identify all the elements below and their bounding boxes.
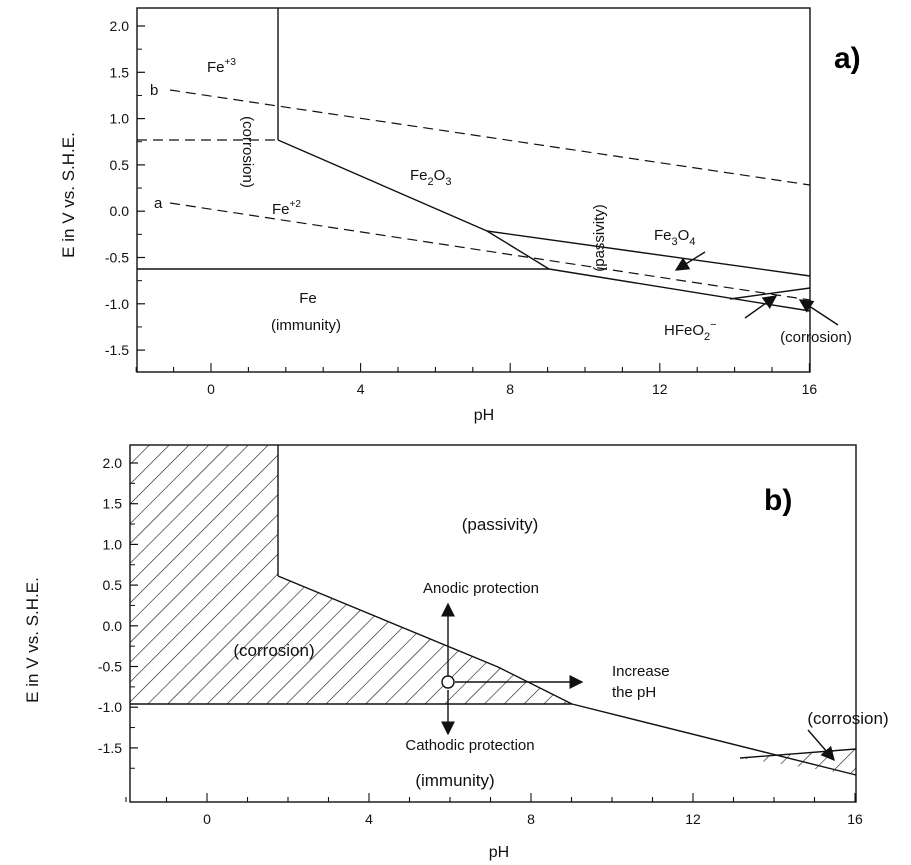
x-tick-label: 12 <box>652 381 668 397</box>
increase-ph-label-1: Increase <box>612 663 670 680</box>
line-b-label: b <box>150 82 158 99</box>
b-passivity-boundary <box>277 575 573 705</box>
x-tick-label: 12 <box>685 811 701 827</box>
panel-b-xlabel: pH <box>489 844 509 861</box>
x-tick-label: 4 <box>365 811 373 827</box>
water-line-a <box>169 202 811 301</box>
immunity-label-b: (immunity) <box>415 771 494 790</box>
cathodic-protection-label: Cathodic protection <box>405 737 534 754</box>
passivity-rotated-label: (passivity) <box>591 204 608 272</box>
b-lower-boundary <box>571 703 857 776</box>
y-tick-label: 2.0 <box>103 455 123 471</box>
panel-a-frame <box>136 7 811 373</box>
line-a-label: a <box>154 195 163 212</box>
y-tick-label: -1.5 <box>105 342 129 358</box>
y-tick-label: -0.5 <box>105 250 129 266</box>
y-tick-label: 0.5 <box>110 157 130 173</box>
panel-b-frame <box>129 444 857 803</box>
y-tick-label: -1.0 <box>98 699 122 715</box>
x-tick-label: 0 <box>207 381 215 397</box>
panel-b-y-ticks: 2.0 1.5 1.0 0.5 0.0 -0.5 -1.0 -1.5 <box>98 455 138 769</box>
panel-a-xlabel: pH <box>474 407 494 424</box>
y-tick-label: 1.0 <box>110 111 130 127</box>
anodic-protection-label: Anodic protection <box>423 580 539 597</box>
corrosion-vertical-label: (corrosion) <box>239 116 256 188</box>
fe3o4-arrow <box>674 251 706 271</box>
y-tick-label: 0.5 <box>103 577 123 593</box>
panel-b-x-ticks: 0 4 8 12 16 <box>125 793 863 827</box>
panel-b-tag: b) <box>764 484 792 517</box>
hfeo2-boundary <box>729 287 811 300</box>
fe2-fe2o3-boundary <box>277 139 550 270</box>
y-tick-label: 2.0 <box>110 18 130 34</box>
y-tick-label: -0.5 <box>98 659 122 675</box>
passivity-label-b: (passivity) <box>462 515 539 534</box>
operating-point-marker <box>441 675 455 689</box>
corrosion-arrow-a <box>798 299 839 326</box>
x-tick-label: 4 <box>357 381 365 397</box>
hfeo2-label: HFeO2− <box>664 319 717 343</box>
panel-a-y-ticks: 2.0 1.5 1.0 0.5 0.0 -0.5 -1.0 -1.5 <box>105 18 145 358</box>
fe2o3-fe3o4-boundary <box>486 230 811 277</box>
panel-a-x-ticks: 0 4 8 12 16 <box>135 363 818 397</box>
x-tick-label: 8 <box>527 811 535 827</box>
corrosion-hatch-left <box>130 445 572 704</box>
panel-a-tag: a) <box>834 42 861 75</box>
x-tick-label: 16 <box>802 381 818 397</box>
fe2o3-label: Fe2O3 <box>410 167 451 188</box>
hfeo2-arrow <box>744 295 778 319</box>
b-right-corrosion-boundary <box>739 748 857 759</box>
fe3-label: Fe+3 <box>207 57 236 76</box>
y-tick-label: -1.5 <box>98 740 122 756</box>
fe2-label: Fe+2 <box>272 199 301 218</box>
y-tick-label: 0.0 <box>110 203 130 219</box>
fe-label: Fe <box>299 290 317 307</box>
panel-a: E in V vs. S.H.E. pH a) 2.0 1.5 1.0 0.5 0.0 -… <box>59 7 861 424</box>
corrosion-right-label-a: (corrosion) <box>780 329 852 346</box>
y-tick-label: 1.5 <box>103 496 123 512</box>
y-tick-label: -1.0 <box>105 296 129 312</box>
y-tick-label: 1.0 <box>103 536 123 552</box>
panel-a-ylabel: E in V vs. S.H.E. <box>59 132 78 258</box>
corrosion-right-label-b: (corrosion) <box>807 709 888 728</box>
x-tick-label: 8 <box>506 381 514 397</box>
corrosion-left-label-b: (corrosion) <box>233 641 314 660</box>
y-tick-label: 0.0 <box>103 618 123 634</box>
water-line-b <box>169 89 811 186</box>
x-tick-label: 16 <box>847 811 863 827</box>
increase-ph-label-2: the pH <box>612 684 656 701</box>
y-tick-label: 1.5 <box>110 64 130 80</box>
panel-b-ylabel: E in V vs. S.H.E. <box>23 577 42 703</box>
panel-b: E in V vs. S.H.E. pH b) 2.0 1.5 1.0 0.5 0.0 -… <box>23 444 889 861</box>
x-tick-label: 0 <box>203 811 211 827</box>
corrosion-arrow-b <box>807 729 835 762</box>
fe3o4-label: Fe3O4 <box>654 227 695 248</box>
fe3o4-lower-boundary <box>548 268 811 312</box>
immunity-label-a: (immunity) <box>271 317 341 334</box>
